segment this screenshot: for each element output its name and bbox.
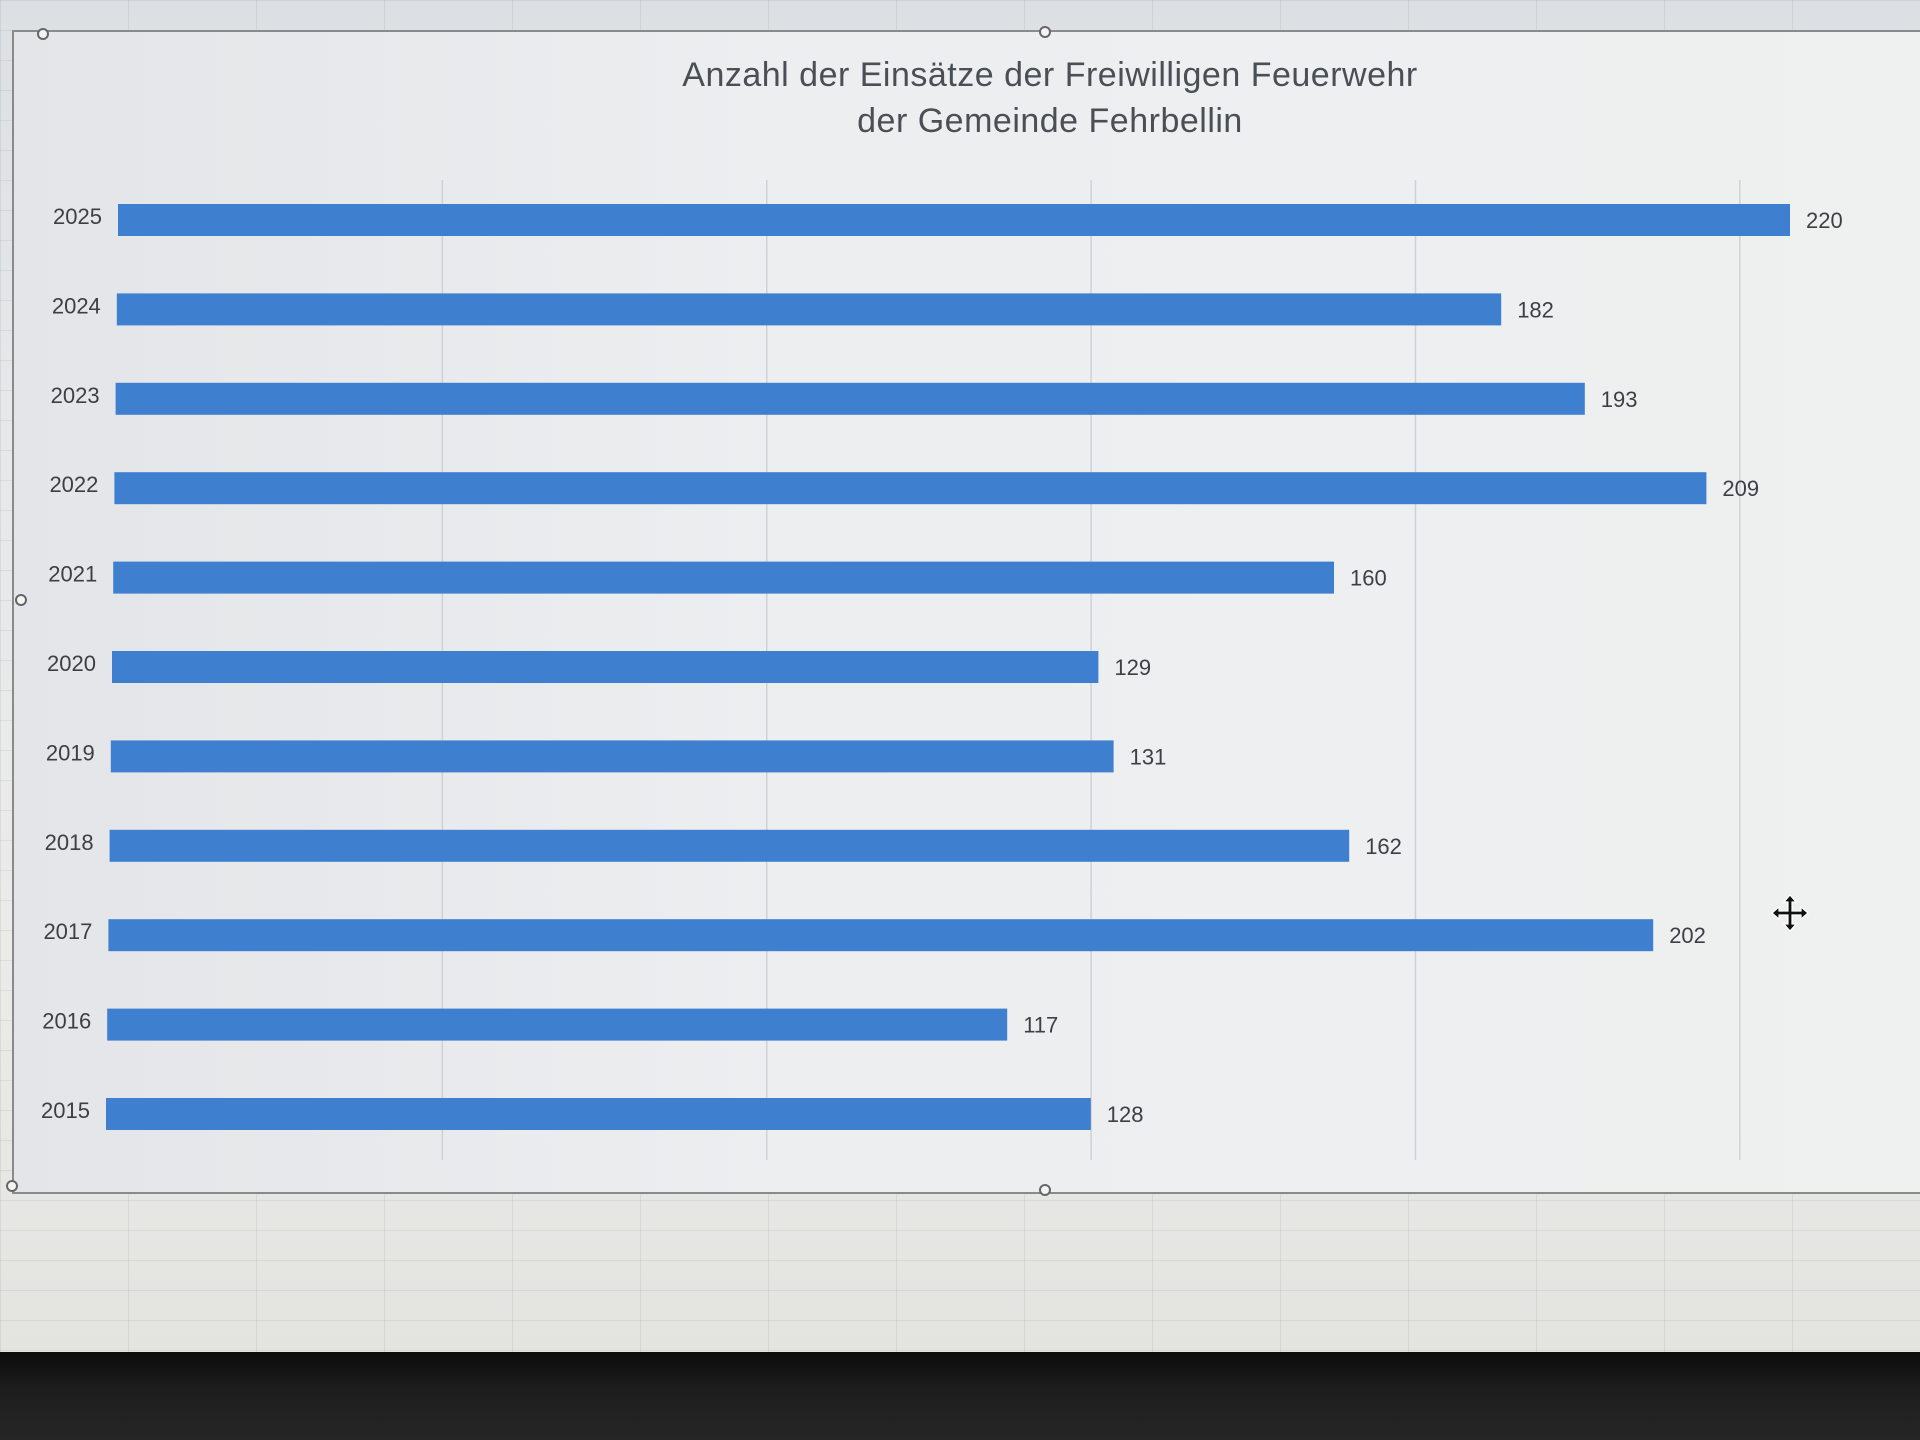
spreadsheet-screen: Anzahl der Einsätze der Freiwilligen Feu… bbox=[0, 0, 1920, 1360]
bar-2022[interactable] bbox=[114, 472, 1707, 505]
bar-2019[interactable] bbox=[110, 740, 1114, 773]
monitor-bezel bbox=[0, 1352, 1920, 1440]
data-label-2017: 202 bbox=[1669, 923, 1706, 948]
bar-2018[interactable] bbox=[109, 829, 1350, 862]
move-cursor-icon bbox=[1771, 894, 1809, 932]
bar-2021[interactable] bbox=[113, 561, 1335, 594]
category-label-2021: 2021 bbox=[48, 562, 97, 587]
category-label-2019: 2019 bbox=[46, 740, 95, 765]
data-label-2025: 220 bbox=[1806, 208, 1843, 233]
category-labels: 2025 2024 2023 2022 2021 2020 2019 2018 2017 2016… bbox=[41, 204, 102, 1123]
data-label-2015: 128 bbox=[1107, 1102, 1144, 1127]
data-label-2019: 131 bbox=[1130, 744, 1167, 769]
data-label-2021: 160 bbox=[1350, 566, 1387, 591]
bar-2015[interactable] bbox=[106, 1098, 1091, 1130]
chart-resize-handle-top-left[interactable] bbox=[37, 28, 49, 40]
category-label-2020: 2020 bbox=[47, 651, 96, 676]
bar-2023[interactable] bbox=[115, 382, 1585, 415]
data-label-2020: 129 bbox=[1114, 655, 1151, 680]
data-label-2024: 182 bbox=[1517, 297, 1554, 322]
bar-2024[interactable] bbox=[116, 293, 1502, 326]
category-label-2022: 2022 bbox=[49, 472, 98, 497]
chart-title-line-2: der Gemeinde Fehrbellin bbox=[857, 102, 1243, 140]
bar-2020[interactable] bbox=[112, 651, 1099, 683]
chart-resize-handle-top-center[interactable] bbox=[1039, 26, 1051, 38]
category-label-2015: 2015 bbox=[41, 1098, 90, 1123]
chart-resize-handle-bottom-center[interactable] bbox=[1039, 1184, 1051, 1196]
data-label-2016: 117 bbox=[1023, 1013, 1058, 1038]
data-label-2018: 162 bbox=[1365, 834, 1402, 859]
bar-2017[interactable] bbox=[108, 919, 1654, 952]
chart-title-line-1: Anzahl der Einsätze der Freiwilligen Feu… bbox=[682, 56, 1418, 94]
category-label-2023: 2023 bbox=[51, 383, 100, 408]
bar-2025[interactable] bbox=[118, 204, 1790, 236]
bar-2016[interactable] bbox=[107, 1008, 1008, 1041]
category-label-2025: 2025 bbox=[53, 204, 102, 229]
data-label-2022: 209 bbox=[1722, 476, 1759, 501]
category-label-2018: 2018 bbox=[45, 830, 94, 855]
chart-resize-handle-bottom-left[interactable] bbox=[6, 1180, 18, 1192]
data-label-2023: 193 bbox=[1601, 387, 1638, 412]
data-labels: 220 182 193 209 160 129 131 162 202 117 128 bbox=[1023, 208, 1843, 1127]
category-label-2024: 2024 bbox=[52, 293, 101, 318]
chart-title[interactable]: Anzahl der Einsätze der Freiwilligen Feu… bbox=[540, 52, 1560, 144]
category-label-2016: 2016 bbox=[42, 1009, 91, 1034]
bars bbox=[106, 204, 1790, 1130]
category-label-2017: 2017 bbox=[43, 919, 92, 944]
chart-resize-handle-left-center[interactable] bbox=[15, 594, 27, 606]
